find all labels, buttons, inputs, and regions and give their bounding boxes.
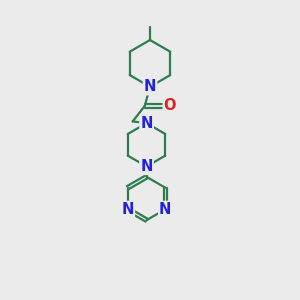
Text: N: N bbox=[144, 79, 156, 94]
Text: N: N bbox=[140, 159, 153, 174]
Text: N: N bbox=[122, 202, 134, 217]
Text: N: N bbox=[159, 202, 172, 217]
Text: O: O bbox=[164, 98, 176, 113]
Text: N: N bbox=[140, 116, 153, 131]
